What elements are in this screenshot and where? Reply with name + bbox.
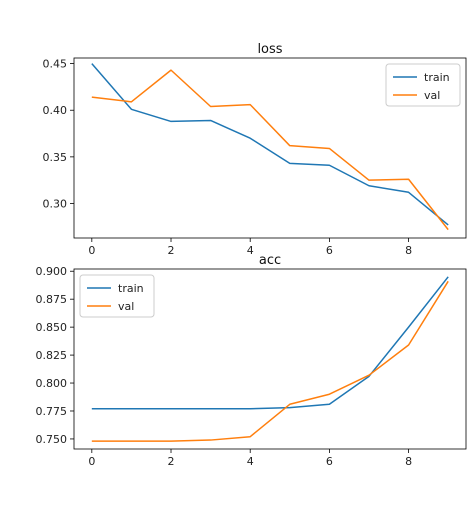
- loss-x-tick-label: 2: [168, 244, 175, 257]
- loss-chart-title: loss: [257, 42, 282, 57]
- acc-y-tick-label: 0.900: [36, 265, 68, 278]
- acc-legend-label-val: val: [118, 300, 134, 313]
- acc-legend-label-train: train: [118, 282, 144, 295]
- acc-y-tick-label: 0.750: [36, 433, 68, 446]
- acc-series-val-line: [91, 280, 449, 442]
- acc-y-tick-label: 0.800: [36, 377, 68, 390]
- acc-x-tick-label: 8: [405, 455, 412, 468]
- loss-y-tick-label: 0.35: [43, 151, 68, 164]
- acc-plot-frame: [73, 268, 467, 450]
- loss-legend: train val: [385, 63, 461, 107]
- acc-y-tick-label: 0.825: [36, 349, 68, 362]
- acc-y-tick-label: 0.775: [36, 405, 68, 418]
- loss-x-tick-label: 8: [405, 244, 412, 257]
- acc-legend: train val: [79, 274, 155, 318]
- acc-y-tick-label: 0.875: [36, 293, 68, 306]
- acc-x-tick-label: 0: [88, 455, 95, 468]
- loss-y-tick-label: 0.30: [43, 197, 68, 210]
- loss-axes: loss 0 2 4 6 8 0.30 0.35 0.40 0.45 train val: [43, 42, 467, 257]
- loss-y-tick-label: 0.45: [43, 58, 68, 71]
- acc-x-tick-label: 6: [326, 455, 333, 468]
- loss-legend-label-val: val: [424, 89, 440, 102]
- loss-plot-frame: [73, 57, 467, 239]
- acc-x-tick-label: 2: [168, 455, 175, 468]
- loss-y-tick-label: 0.40: [43, 104, 68, 117]
- acc-chart-title: acc: [259, 253, 281, 268]
- loss-x-tick-label: 0: [88, 244, 95, 257]
- loss-series-train-line: [91, 63, 449, 226]
- loss-x-tick-label: 4: [247, 244, 254, 257]
- loss-x-tick-label: 6: [326, 244, 333, 257]
- acc-axes: acc 0 2 4 6 8 0.750 0.775 0.800 0.825 0.850 0.875 0.…: [36, 253, 467, 468]
- loss-series-val-line: [91, 69, 449, 231]
- acc-y-tick-label: 0.850: [36, 321, 68, 334]
- acc-x-tick-label: 4: [247, 455, 254, 468]
- acc-series-train-line: [91, 276, 449, 410]
- loss-legend-label-train: train: [424, 71, 450, 84]
